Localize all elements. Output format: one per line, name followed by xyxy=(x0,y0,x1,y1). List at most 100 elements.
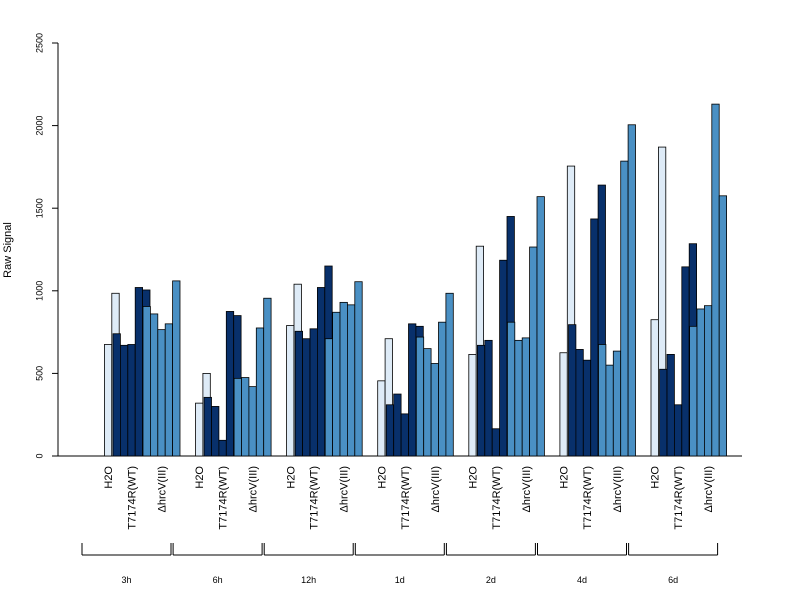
bar xyxy=(324,338,334,457)
bar xyxy=(302,338,311,457)
bar xyxy=(681,266,690,457)
bar xyxy=(218,439,227,457)
category-label: T7174R(WT) xyxy=(582,466,594,530)
time-groups: 3h 6h 12h 1d 2d 4d 6d xyxy=(81,543,719,585)
bar xyxy=(529,246,538,457)
bar xyxy=(134,287,143,457)
bar xyxy=(491,428,501,457)
bar xyxy=(582,359,592,457)
y-tick-label: 2500 xyxy=(34,33,44,53)
bar xyxy=(127,344,136,457)
bar xyxy=(309,328,318,457)
bar xyxy=(590,218,599,457)
y-tick-label: 2000 xyxy=(34,116,44,136)
category-label: H2O xyxy=(376,466,388,489)
bars xyxy=(104,103,728,457)
bar xyxy=(514,339,523,457)
bar xyxy=(172,280,181,457)
bar xyxy=(711,103,720,457)
y-axis: 0 500 1000 1500 2000 2500 xyxy=(34,33,59,459)
y-tick-label: 500 xyxy=(34,366,44,381)
category-label: ΔhrcV(III) xyxy=(248,466,260,512)
bar xyxy=(149,313,159,457)
category-label: H2O xyxy=(194,466,206,489)
category-label: ΔhrcV(III) xyxy=(339,466,351,512)
bar xyxy=(120,344,129,457)
bar xyxy=(620,160,629,457)
category-label: ΔhrcV(III) xyxy=(157,466,169,512)
category-label: H2O xyxy=(103,466,115,489)
bar xyxy=(241,377,250,457)
bar xyxy=(627,124,636,457)
bar xyxy=(650,319,659,457)
category-label: H2O xyxy=(650,466,662,489)
bar xyxy=(476,344,486,457)
bar xyxy=(506,321,516,457)
category-label: H2O xyxy=(468,466,480,489)
category-label: T7174R(WT) xyxy=(400,466,412,530)
category-label: T7174R(WT) xyxy=(218,466,230,530)
bar xyxy=(674,404,683,457)
bar xyxy=(263,297,272,457)
bar xyxy=(377,380,386,457)
bar xyxy=(385,404,395,457)
category-label: ΔhrcV(III) xyxy=(612,466,624,512)
bar xyxy=(605,364,614,457)
bar xyxy=(430,363,439,457)
bar xyxy=(568,324,577,457)
y-tick-label: 1500 xyxy=(34,198,44,218)
bar xyxy=(400,413,409,457)
bar xyxy=(499,259,508,457)
category-label: T7174R(WT) xyxy=(309,466,321,530)
y-tick-label: 1000 xyxy=(34,281,44,301)
bar xyxy=(316,287,326,457)
group-label: 6d xyxy=(668,575,678,585)
bar xyxy=(255,327,265,457)
bar xyxy=(468,354,477,457)
group-label: 12h xyxy=(301,575,316,585)
bar xyxy=(689,325,698,457)
bar xyxy=(142,306,151,457)
bar xyxy=(415,336,425,457)
bar xyxy=(346,304,356,457)
bar xyxy=(211,406,220,457)
bar xyxy=(445,292,454,457)
bar xyxy=(612,350,622,457)
bar xyxy=(521,337,531,457)
bar xyxy=(332,311,341,457)
bar xyxy=(423,348,432,457)
bar xyxy=(286,325,295,457)
category-label: ΔhrcV(III) xyxy=(703,466,715,512)
category-label: T7174R(WT) xyxy=(127,466,139,530)
group-label: 6h xyxy=(213,575,223,585)
bar xyxy=(666,354,675,457)
bar xyxy=(354,281,363,457)
bar xyxy=(696,308,705,457)
bar xyxy=(704,305,713,457)
group-label: 1d xyxy=(395,575,405,585)
category-label: ΔhrcV(III) xyxy=(430,466,442,512)
bar xyxy=(157,329,166,457)
group-label: 4d xyxy=(577,575,587,585)
category-label: H2O xyxy=(285,466,297,489)
bar xyxy=(559,352,568,457)
bar xyxy=(195,402,204,457)
category-labels: H2O T7174R(WT) ΔhrcV(III) H2O T7174R(WT) Δhrc… xyxy=(103,466,715,530)
bar xyxy=(598,344,607,457)
bar xyxy=(408,323,417,457)
bar xyxy=(203,396,212,457)
category-label: T7174R(WT) xyxy=(673,466,685,530)
bar xyxy=(659,368,668,457)
bar xyxy=(112,333,121,457)
bar xyxy=(248,386,257,457)
bar xyxy=(233,377,242,457)
bar xyxy=(164,323,173,457)
bar xyxy=(484,339,493,457)
y-tick-label: 0 xyxy=(34,453,44,458)
y-axis-title: Raw Signal xyxy=(2,222,14,278)
bar xyxy=(393,393,402,457)
group-label: 3h xyxy=(121,575,131,585)
category-label: T7174R(WT) xyxy=(491,466,503,530)
bar xyxy=(575,349,584,457)
